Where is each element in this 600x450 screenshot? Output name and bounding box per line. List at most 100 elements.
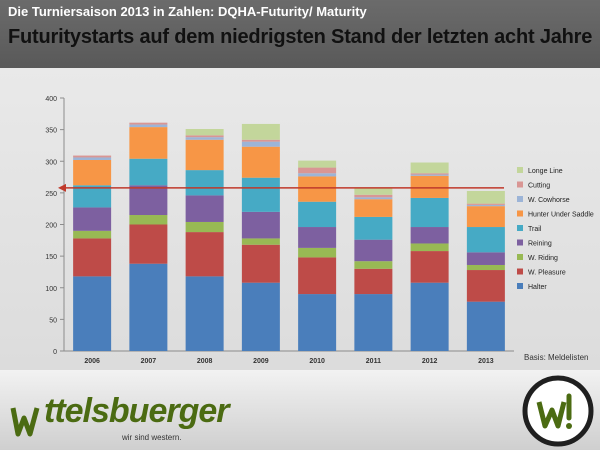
bar-segment-cutting-2013 [466,203,505,205]
bar-segment-w-riding-2007 [129,215,168,225]
bar-segment-w-cowhorse-2009 [241,141,280,147]
legend-label: Halter [528,284,547,291]
bar-segment-w-cowhorse-2011 [354,197,393,200]
x-tick-label: 2008 [197,358,213,365]
bar-segment-halter-2011 [354,294,393,351]
x-tick-label: 2013 [478,358,494,365]
bar-segment-w-pleasure-2012 [410,251,449,283]
x-tick-label: 2011 [366,358,381,365]
bar-segment-halter-2009 [241,282,280,351]
bar-segment-reining-2007 [129,185,168,216]
x-tick-label: 2007 [141,358,157,365]
footer [0,370,600,450]
bar-segment-halter-2010 [298,294,337,351]
bar-segment-trail-2009 [241,177,280,212]
bar-segment-longe-line-2009 [241,123,280,140]
bar-segment-halter-2012 [410,282,449,351]
legend-swatch-cutting [517,181,523,188]
bar-segment-cutting-2011 [354,194,393,198]
legend-label: Hunter Under Saddle [528,212,594,219]
bar-segment-w-riding-2008 [185,221,224,233]
bar-segment-w-cowhorse-2007 [129,124,168,128]
bar-segment-trail-2010 [298,201,337,228]
bar-segment-reining-2008 [185,195,224,222]
bar-segment-reining-2009 [241,211,280,239]
bar-segment-cutting-2009 [241,139,280,142]
bar-segment-cutting-2012 [410,173,449,175]
bar-segment-w-cowhorse-2010 [298,173,337,177]
bar-segment-w-riding-2009 [241,238,280,245]
legend-swatch-w-cowhorse [517,196,523,202]
bar-segment-halter-2006 [73,276,112,351]
bar-segment-hunter-under-saddle-2010 [298,176,337,202]
x-tick-label: 2012 [422,358,438,365]
bar-segment-halter-2007 [129,263,168,351]
legend-label: W. Cowhorse [528,197,570,204]
bar-segment-reining-2012 [410,227,449,244]
bar-segment-longe-line-2010 [298,160,337,168]
bar-segment-reining-2013 [466,252,505,265]
stacked-bar-chart: 0 50 100 150 200 250 300 350 400 2006 2007 2008 2009… [45,96,594,365]
legend-label: Reining [528,241,552,248]
legend-label: W. Riding [528,255,558,262]
x-tick-label: 2006 [84,358,100,365]
bar-segment-longe-line-2012 [410,162,449,174]
bar-segment-w-cowhorse-2012 [410,174,449,176]
bar-segment-trail-2011 [354,216,393,240]
bar-segment-hunter-under-saddle-2008 [185,139,224,171]
y-tick-label: 100 [45,286,57,293]
bar-segment-trail-2012 [410,197,449,228]
bar-segment-trail-2006 [73,185,112,208]
bar-segment-w-pleasure-2007 [129,224,168,264]
bar-segment-hunter-under-saddle-2009 [241,146,280,178]
legend-label: Cutting [528,183,550,190]
bar-segment-hunter-under-saddle-2013 [466,206,505,228]
bar-segment-halter-2008 [185,276,224,351]
x-tick-label: 2010 [309,358,325,365]
bar-segment-w-pleasure-2010 [298,257,337,295]
bar-segment-w-cowhorse-2008 [185,137,224,140]
bar-segment-w-pleasure-2013 [466,270,505,302]
bar-segment-w-riding-2006 [73,230,112,239]
bar-segment-w-cowhorse-2006 [73,157,112,160]
brand-badge-icon [522,375,594,447]
bar-segment-w-pleasure-2006 [73,238,112,277]
brand-w-icon [10,407,40,437]
y-tick-label: 300 [45,159,57,166]
source-note: Basis: Meldelisten [524,353,589,362]
y-tick-label: 0 [53,349,57,356]
bar-segment-cutting-2008 [185,135,224,138]
x-tick-label: 2009 [253,358,269,365]
reference-arrowhead [58,183,66,192]
bar-segment-trail-2013 [466,227,505,253]
bar-segment-w-riding-2011 [354,261,393,269]
header-bar [0,0,600,68]
page-headline: Futuritystarts auf dem niedrigsten Stand… [8,26,593,48]
bar-segment-hunter-under-saddle-2012 [410,175,449,198]
legend-label: Longe Line [528,168,563,175]
bar-segment-w-pleasure-2009 [241,244,280,283]
bar-segment-hunter-under-saddle-2011 [354,199,393,217]
legend-swatch-hunter-under-saddle [517,210,523,217]
bar-segment-w-cowhorse-2013 [466,204,505,207]
bar-segment-reining-2011 [354,239,393,262]
legend-swatch-reining [517,239,523,246]
y-tick-label: 50 [49,317,57,324]
bar-segment-w-riding-2012 [410,243,449,252]
bar-segment-hunter-under-saddle-2007 [129,127,168,159]
legend-swatch-longe-line [517,167,523,173]
bar-segment-hunter-under-saddle-2006 [73,159,112,186]
y-tick-label: 200 [45,223,57,230]
bar-segment-w-riding-2013 [466,264,505,271]
bar-segment-cutting-2006 [73,155,112,158]
bar-segment-longe-line-2008 [185,128,224,136]
bar-segment-trail-2008 [185,170,224,196]
y-tick-label: 400 [45,96,57,103]
legend-swatch-halter [517,283,523,289]
bar-segment-w-pleasure-2011 [354,268,393,295]
bar-segment-trail-2007 [129,158,168,186]
bar-segment-cutting-2010 [298,167,337,174]
y-tick-label: 350 [45,128,57,135]
bar-segment-w-riding-2010 [298,247,337,258]
bar-segment-reining-2006 [73,207,112,231]
